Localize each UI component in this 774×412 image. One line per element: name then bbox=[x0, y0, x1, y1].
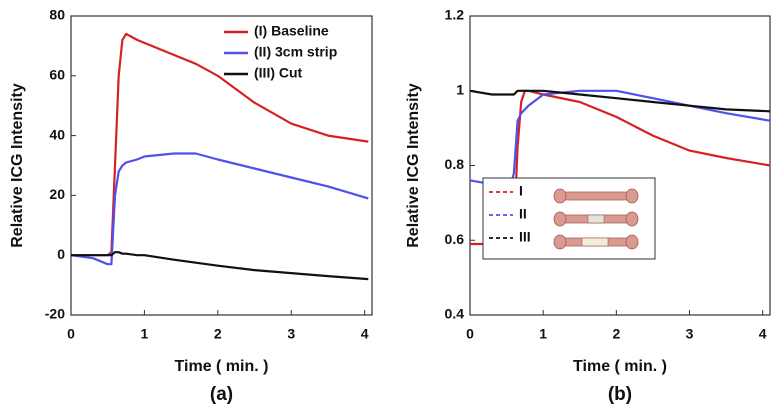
y-tick-label: 40 bbox=[49, 126, 65, 142]
x-tick-label: 2 bbox=[612, 326, 620, 342]
series-line bbox=[469, 89, 771, 113]
bone-intact bbox=[553, 188, 639, 204]
x-tick-label: 3 bbox=[686, 326, 694, 342]
y-tick-label: 0.8 bbox=[445, 156, 465, 172]
x-tick-label: 1 bbox=[539, 326, 547, 342]
panel-label: (a) bbox=[210, 384, 233, 405]
y-tick-label: -20 bbox=[45, 306, 65, 322]
legend-label: I bbox=[519, 183, 523, 199]
series-line bbox=[71, 251, 369, 281]
x-axis-title: Time ( min. ) bbox=[573, 358, 667, 375]
y-tick-label: 20 bbox=[49, 186, 65, 202]
x-tick-label: 0 bbox=[67, 326, 75, 342]
legend-label: II bbox=[519, 206, 527, 222]
x-tick-label: 4 bbox=[759, 326, 767, 342]
x-tick-label: 3 bbox=[287, 326, 295, 342]
y-tick-label: 0.6 bbox=[445, 231, 465, 247]
y-axis-title: Relative ICG Intensity bbox=[9, 83, 26, 248]
x-tick-label: 4 bbox=[361, 326, 369, 342]
y-axis-title: Relative ICG Intensity bbox=[405, 83, 422, 248]
plot-frame bbox=[70, 15, 373, 316]
x-tick-label: 1 bbox=[141, 326, 149, 342]
y-tick-label: 80 bbox=[49, 7, 65, 23]
y-tick-label: 60 bbox=[49, 67, 65, 83]
y-tick-label: 1.2 bbox=[445, 7, 465, 23]
series-line bbox=[71, 32, 369, 257]
y-tick-label: 1 bbox=[456, 81, 464, 97]
y-tick-label: 0.4 bbox=[445, 306, 465, 322]
series-line bbox=[70, 152, 369, 266]
x-tick-label: 2 bbox=[214, 326, 222, 342]
x-tick-label: 0 bbox=[466, 326, 474, 342]
panel-label: (b) bbox=[608, 384, 632, 405]
bone-strip bbox=[553, 211, 639, 227]
bone-icons bbox=[553, 188, 639, 250]
series-line bbox=[469, 89, 771, 189]
legend-label: III bbox=[519, 229, 531, 245]
x-axis-title: Time ( min. ) bbox=[175, 358, 269, 375]
legend-label: (III) Cut bbox=[254, 65, 303, 81]
y-tick-label: 0 bbox=[57, 246, 65, 262]
bone-cut bbox=[553, 234, 639, 250]
legend-label: (I) Baseline bbox=[254, 23, 329, 39]
legend-label: (II) 3cm strip bbox=[254, 44, 337, 60]
